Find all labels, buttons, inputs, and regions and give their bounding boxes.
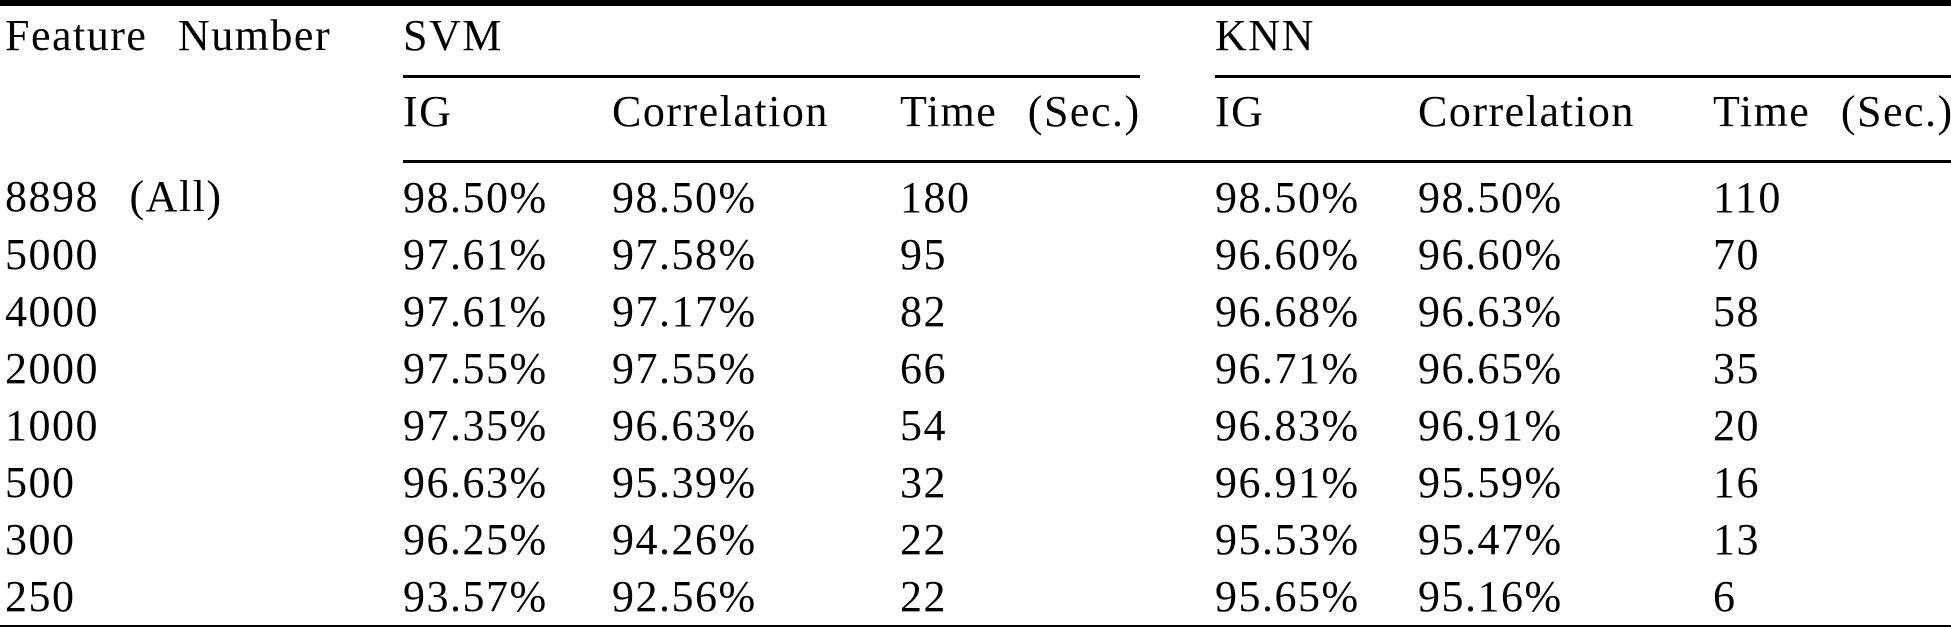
cell-feature-number: 300	[5, 515, 76, 564]
cell-svm-ig: 97.55%	[403, 344, 548, 393]
table-row: 300 96.25% 94.26% 22 95.53% 95.47% 13	[0, 511, 1951, 568]
column-header-svm-ig: IG	[403, 78, 612, 163]
cell-svm-ig: 98.50%	[403, 173, 548, 222]
cell-svm-ig: 97.61%	[403, 230, 548, 279]
cell-svm-correlation: 96.63%	[612, 401, 757, 450]
table-row: 4000 97.61% 97.17% 82 96.68% 96.63% 58	[0, 283, 1951, 340]
table-row: 250 93.57% 92.56% 22 95.65% 95.16% 6	[0, 568, 1951, 627]
cell-feature-number: 1000	[5, 401, 99, 450]
cell-knn-ig: 98.50%	[1215, 173, 1360, 222]
cell-svm-correlation: 98.50%	[612, 173, 757, 222]
cell-svm-correlation: 97.17%	[612, 287, 757, 336]
table-row: 5000 97.61% 97.58% 95 96.60% 96.60% 70	[0, 226, 1951, 283]
column-header-feature-number: Feature Number	[5, 11, 332, 60]
cell-feature-number: 2000	[5, 344, 99, 393]
header-group-row: Feature Number SVM KNN	[0, 3, 1951, 78]
cell-knn-correlation: 96.60%	[1418, 230, 1563, 279]
cell-svm-time: 66	[900, 344, 947, 393]
group-header-knn-label: KNN	[1215, 11, 1315, 60]
column-header-knn-time: Time (Sec.)	[1713, 78, 1951, 163]
table-body: 8898 (All) 98.50% 98.50% 180 98.50% 98.50% 110…	[0, 162, 1951, 627]
cell-svm-ig: 96.63%	[403, 458, 548, 507]
header-subcolumn-row: IG Correlation Time (Sec.) IG Correlatio…	[0, 78, 1951, 163]
column-header-svm-correlation: Correlation	[612, 78, 900, 163]
cell-svm-ig: 93.57%	[403, 572, 548, 621]
column-header-knn-ig: IG	[1215, 78, 1419, 163]
cell-knn-ig: 96.71%	[1215, 344, 1360, 393]
cell-feature-number: 250	[5, 572, 76, 621]
cell-svm-time: 32	[900, 458, 947, 507]
cell-knn-time: 70	[1713, 230, 1761, 279]
cell-knn-correlation: 98.50%	[1418, 173, 1563, 222]
cell-feature-number: 500	[5, 458, 76, 507]
cell-knn-ig: 96.83%	[1215, 401, 1360, 450]
cell-svm-correlation: 97.55%	[612, 344, 757, 393]
group-header-knn: KNN	[1215, 3, 1951, 78]
cell-svm-time: 22	[900, 572, 947, 621]
table-row: 1000 97.35% 96.63% 54 96.83% 96.91% 20	[0, 397, 1951, 454]
cell-knn-correlation: 95.47%	[1418, 515, 1563, 564]
column-header-knn-correlation: Correlation	[1418, 78, 1714, 163]
cell-knn-ig: 96.60%	[1215, 230, 1360, 279]
cell-knn-correlation: 96.63%	[1418, 287, 1563, 336]
cell-feature-number: 5000	[5, 230, 99, 279]
cell-svm-correlation: 97.58%	[612, 230, 757, 279]
cell-feature-number: 8898 (All)	[5, 172, 223, 222]
table-row: 8898 (All) 98.50% 98.50% 180 98.50% 98.50% 110	[0, 162, 1951, 227]
column-header-svm-time: Time (Sec.)	[900, 78, 1216, 163]
cell-svm-time: 82	[900, 287, 947, 336]
cell-svm-correlation: 92.56%	[612, 572, 757, 621]
cell-knn-time: 13	[1713, 515, 1761, 564]
group-header-svm-label: SVM	[403, 11, 503, 60]
table-row: 2000 97.55% 97.55% 66 96.71% 96.65% 35	[0, 340, 1951, 397]
cell-svm-time: 180	[900, 173, 971, 222]
cell-knn-correlation: 96.91%	[1418, 401, 1563, 450]
cell-feature-number: 4000	[5, 287, 99, 336]
cell-knn-ig: 96.91%	[1215, 458, 1360, 507]
knn-group-rule: KNN	[1215, 6, 1951, 78]
cell-knn-ig: 96.68%	[1215, 287, 1360, 336]
cell-knn-time: 6	[1713, 572, 1737, 621]
cell-svm-correlation: 94.26%	[612, 515, 757, 564]
cell-knn-correlation: 95.16%	[1418, 572, 1563, 621]
cell-knn-time: 20	[1713, 401, 1761, 450]
cell-knn-time: 58	[1713, 287, 1761, 336]
cell-knn-time: 110	[1713, 173, 1782, 222]
cell-svm-time: 95	[900, 230, 947, 279]
cell-svm-ig: 97.61%	[403, 287, 548, 336]
cell-knn-correlation: 95.59%	[1418, 458, 1563, 507]
group-header-svm: SVM	[403, 3, 1215, 78]
cell-svm-ig: 96.25%	[403, 515, 548, 564]
cell-knn-time: 16	[1713, 458, 1761, 507]
cell-svm-correlation: 95.39%	[612, 458, 757, 507]
cell-knn-ig: 95.53%	[1215, 515, 1360, 564]
cell-svm-time: 54	[900, 401, 947, 450]
cell-svm-time: 22	[900, 515, 947, 564]
table-row: 500 96.63% 95.39% 32 96.91% 95.59% 16	[0, 454, 1951, 511]
svm-group-rule: SVM	[403, 6, 1141, 78]
cell-knn-correlation: 96.65%	[1418, 344, 1563, 393]
cell-knn-time: 35	[1713, 344, 1761, 393]
cell-knn-ig: 95.65%	[1215, 572, 1360, 621]
cell-svm-ig: 97.35%	[403, 401, 548, 450]
